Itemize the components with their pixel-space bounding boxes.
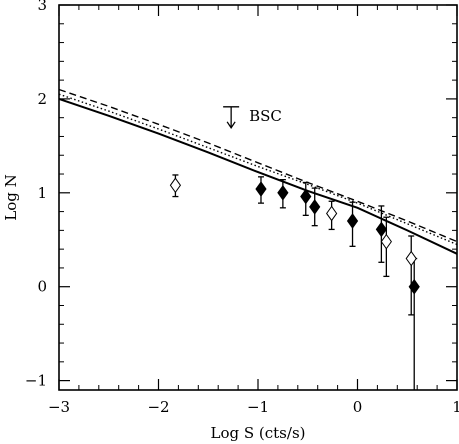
data-points	[169, 174, 420, 390]
filled-diamond-point	[255, 181, 267, 197]
x-tick-label: −2	[147, 398, 169, 416]
open-diamond-point	[169, 177, 182, 194]
x-tick-label: −1	[247, 398, 269, 416]
open-diamond-point	[405, 250, 417, 267]
y-tick-label: 1	[37, 184, 47, 202]
upper-limit-arrowhead	[226, 121, 236, 129]
plot-frame-rect	[58, 4, 458, 391]
y-tick-label: 3	[37, 0, 47, 14]
dashed-model-curve	[58, 88, 458, 243]
y-tick-label: 0	[37, 278, 47, 296]
bsc-label: BSC	[249, 107, 282, 125]
open-diamond-point	[326, 205, 338, 222]
filled-diamond-point	[346, 213, 359, 229]
solid-model-curve	[58, 97, 458, 255]
x-axis-label: Log S (cts/s)	[211, 424, 306, 442]
plot-frame	[58, 4, 458, 391]
x-tick-label: 1	[452, 398, 459, 416]
axis-ticks: −3 −2 −1 0 1 −1 0 1 2 3	[25, 0, 459, 416]
filled-diamond-point	[375, 221, 387, 238]
open-diamond-point	[380, 233, 392, 250]
filled-diamond-point	[300, 188, 312, 205]
filled-diamond-point	[309, 199, 321, 215]
y-tick-label: −1	[25, 372, 47, 390]
filled-diamond-point	[277, 184, 289, 201]
x-tick-label: 0	[353, 398, 363, 416]
y-tick-label: 2	[37, 90, 47, 108]
x-tick-label: −3	[48, 398, 70, 416]
y-axis-label: Log N	[2, 174, 20, 221]
model-curves	[58, 88, 458, 255]
bsc-annotation: BSC	[223, 106, 282, 129]
